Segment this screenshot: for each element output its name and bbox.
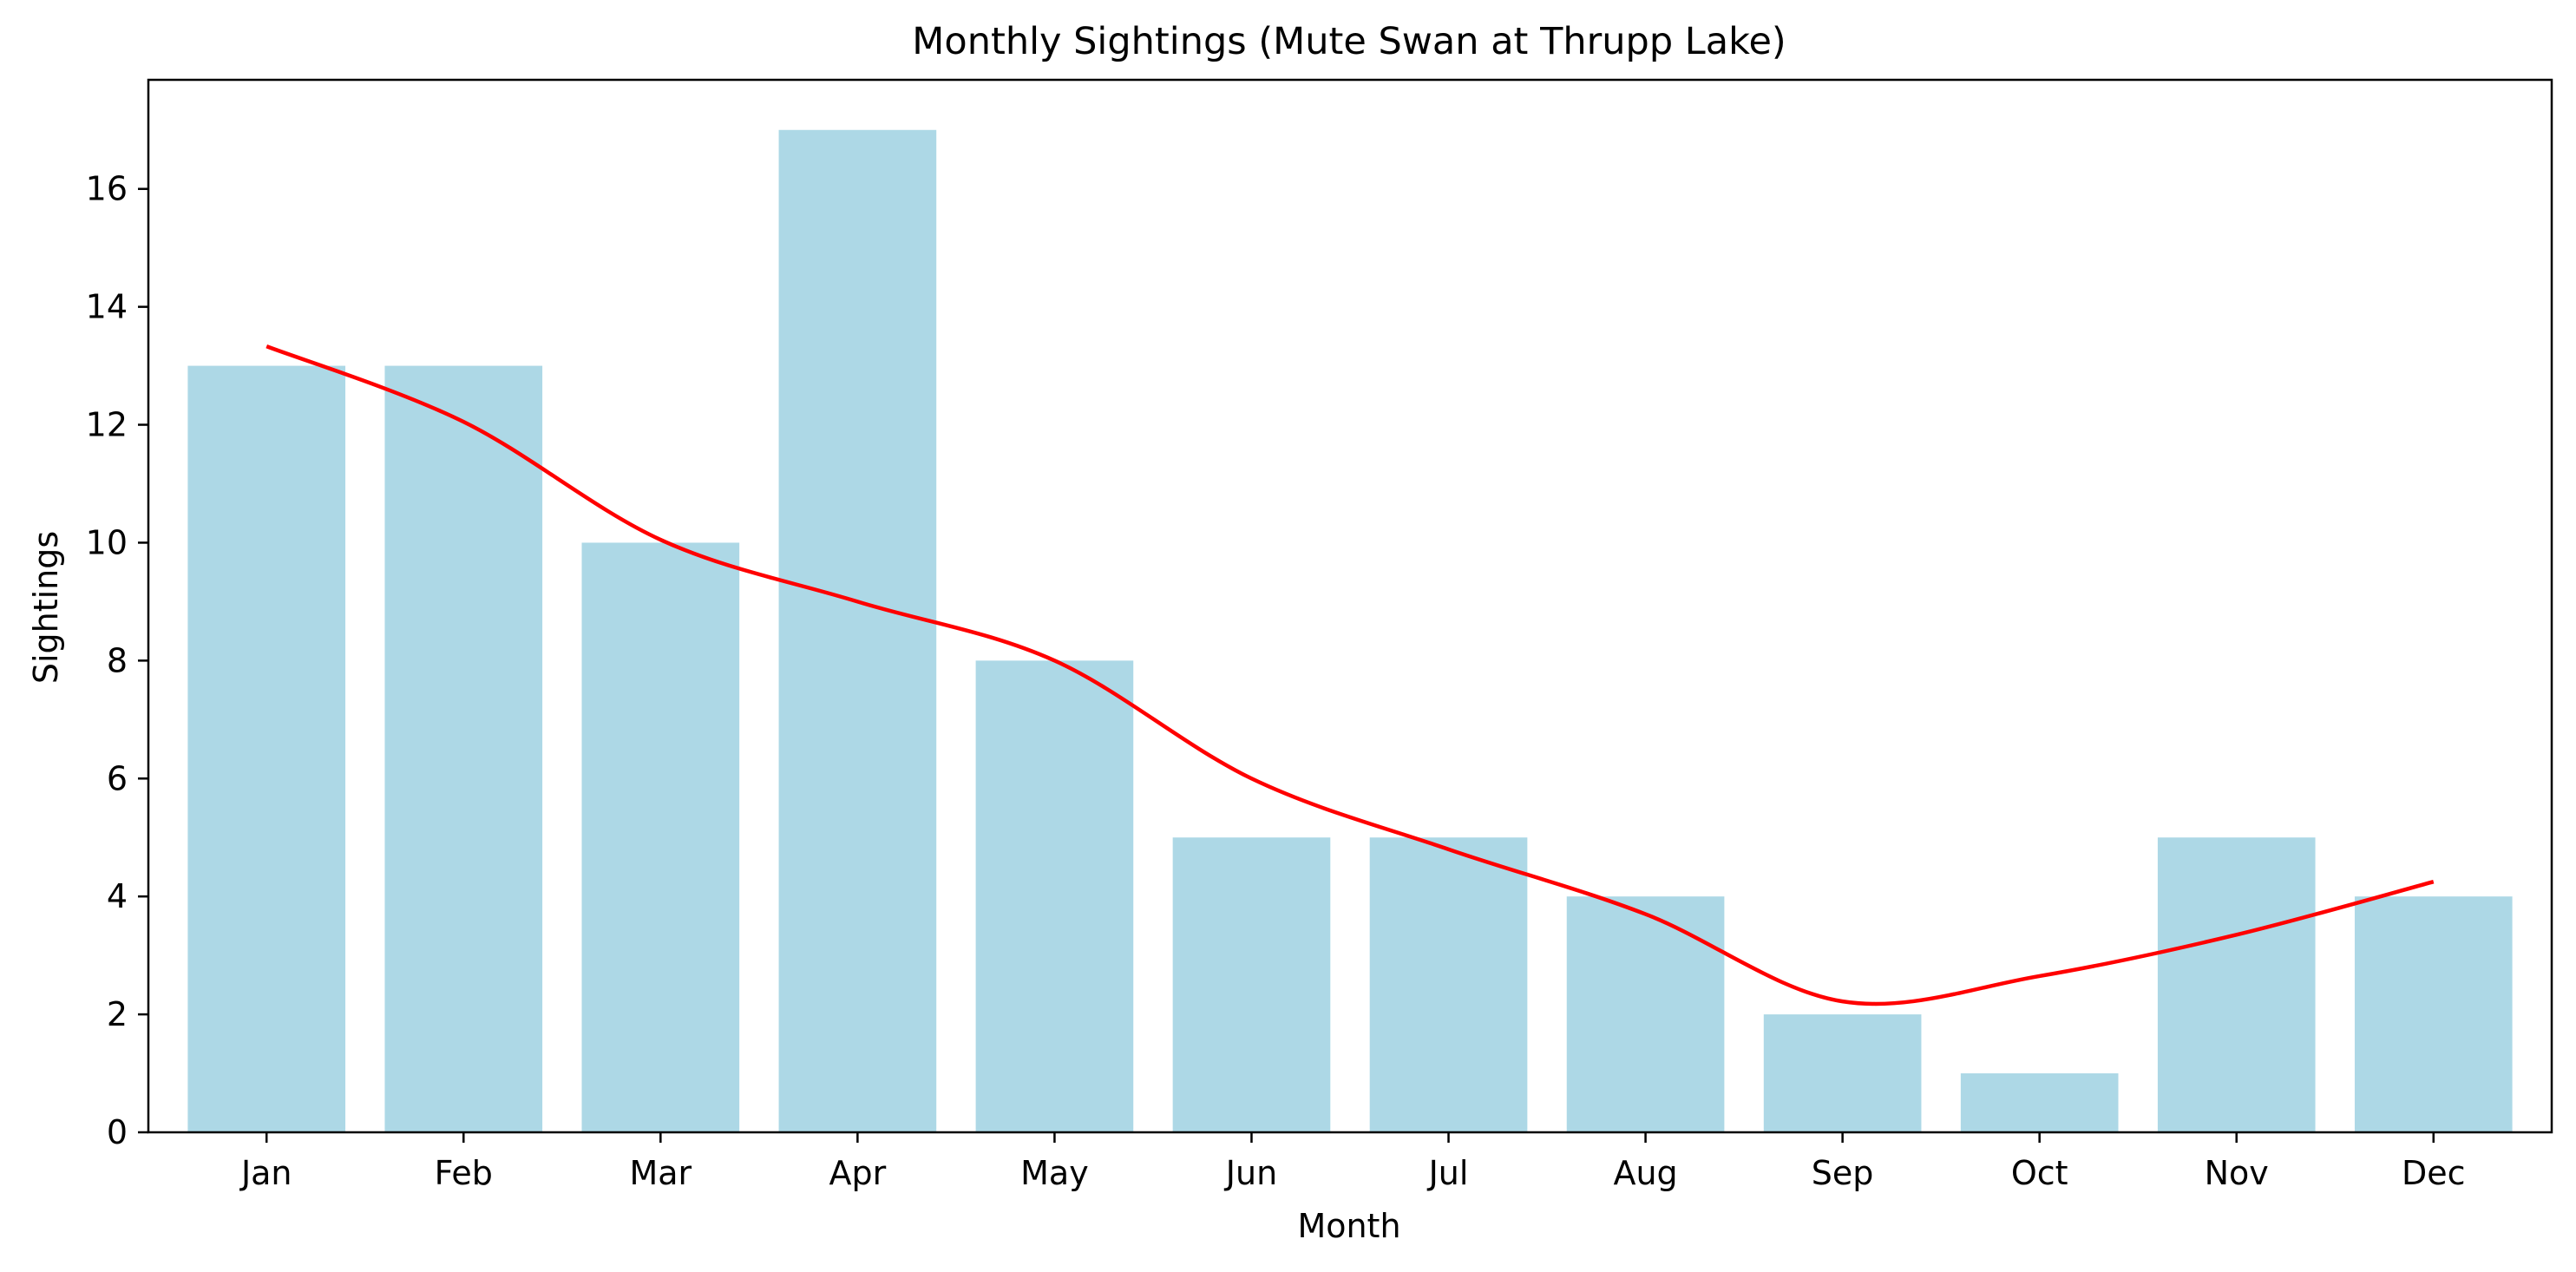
bar-series xyxy=(187,129,2513,1132)
bar-may xyxy=(975,660,1134,1132)
x-tick-label: Aug xyxy=(1613,1154,1677,1192)
bar-jul xyxy=(1369,837,1528,1132)
bar-jan xyxy=(187,365,346,1132)
x-axis-ticks: Jan Feb Mar Apr May Jun Jul Aug Sep Oct Nov Dec xyxy=(239,1132,2466,1192)
bar-jun xyxy=(1172,837,1331,1132)
y-tick-label: 4 xyxy=(107,877,128,915)
x-tick-label: Feb xyxy=(435,1154,493,1192)
y-tick-label: 0 xyxy=(107,1113,128,1151)
bar-feb xyxy=(384,365,543,1132)
y-tick-label: 16 xyxy=(86,170,128,208)
x-tick-label: Nov xyxy=(2205,1154,2269,1192)
bar-apr xyxy=(778,129,937,1132)
x-tick-label: Sep xyxy=(1812,1154,1874,1192)
x-tick-label: Jul xyxy=(1427,1154,1469,1192)
bar-oct xyxy=(1960,1073,2119,1132)
y-axis-ticks: 0 2 4 6 8 10 12 14 16 xyxy=(86,170,148,1151)
plot-area-frame xyxy=(147,78,2553,1134)
x-tick-label: Jun xyxy=(1224,1154,1277,1192)
y-tick-label: 6 xyxy=(107,759,128,797)
x-tick-label: Oct xyxy=(2011,1154,2068,1192)
x-tick-label: Dec xyxy=(2402,1154,2466,1192)
bar-sep xyxy=(1763,1014,1922,1132)
x-tick-label: May xyxy=(1020,1154,1089,1192)
x-tick-label: Jan xyxy=(239,1154,292,1192)
bar-aug xyxy=(1566,896,1725,1132)
y-tick-label: 14 xyxy=(86,288,128,326)
y-tick-label: 2 xyxy=(107,995,128,1033)
y-axis-label: Sightings xyxy=(27,531,65,684)
x-tick-label: Apr xyxy=(829,1154,887,1192)
bar-dec xyxy=(2354,896,2513,1132)
bar-nov xyxy=(2157,837,2316,1132)
x-axis-label: Month xyxy=(1297,1207,1400,1245)
bar-mar xyxy=(581,542,740,1132)
x-tick-label: Mar xyxy=(629,1154,692,1192)
y-tick-label: 10 xyxy=(86,523,128,561)
y-tick-label: 8 xyxy=(107,641,128,679)
y-tick-label: 12 xyxy=(86,406,128,444)
chart-title: Monthly Sightings (Mute Swan at Thrupp L… xyxy=(912,20,1786,63)
trend-line xyxy=(265,344,2435,1006)
